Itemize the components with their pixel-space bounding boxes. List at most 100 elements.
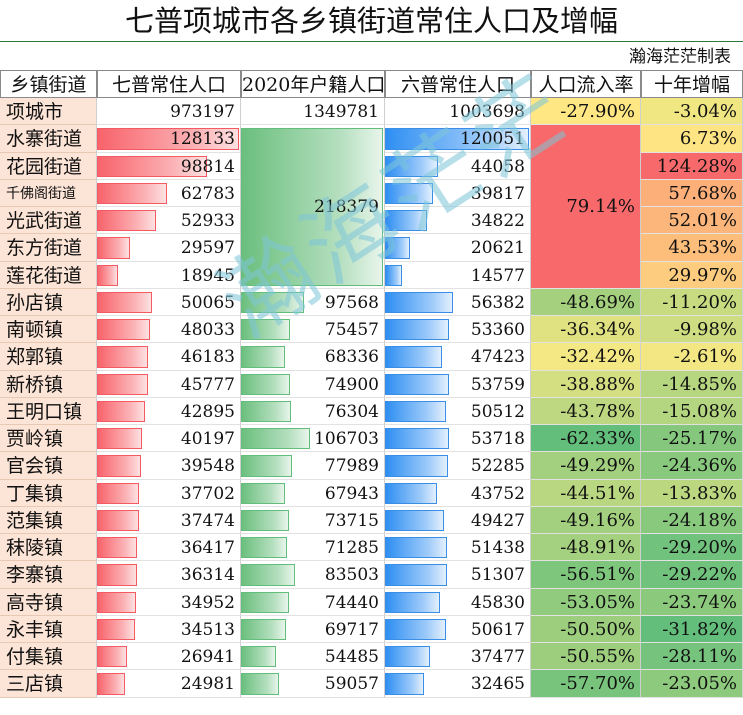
inflow-cell: -48.69% (531, 288, 641, 316)
census7-bar (97, 428, 142, 450)
registered-cell: 67943 (241, 479, 385, 507)
census6-cell: 45830 (385, 588, 531, 616)
inflow-cell: -50.50% (531, 615, 641, 643)
row-name: 千佛阁街道 (0, 179, 97, 207)
census7-cell: 26941 (97, 643, 241, 671)
row-name: 东方街道 (0, 234, 97, 262)
registered-value: 74900 (324, 374, 379, 395)
census6-value: 32465 (470, 674, 525, 695)
census7-value: 29597 (180, 238, 235, 259)
census7-bar (97, 618, 136, 640)
census7-value: 37474 (180, 510, 235, 531)
census7-cell: 48033 (97, 316, 241, 344)
registered-cell: 75457 (241, 316, 385, 344)
row-name: 郑郭镇 (0, 343, 97, 371)
registered-value: 68336 (324, 347, 379, 368)
census6-value: 39817 (470, 183, 525, 204)
growth-cell: -24.36% (641, 452, 743, 480)
row-name: 永丰镇 (0, 615, 97, 643)
registered-value: 71285 (324, 538, 379, 558)
registered-cell: 74900 (241, 370, 385, 398)
registered-cell: 71285 (241, 534, 385, 562)
census6-value: 53759 (470, 374, 525, 395)
registered-bar (241, 482, 286, 504)
census7-value: 48033 (180, 320, 235, 340)
column-header-3: 2020年户籍人口 (241, 70, 385, 98)
census6-bar (385, 182, 433, 204)
census6-value: 52285 (470, 456, 525, 477)
census6-value: 14577 (470, 265, 525, 286)
table-subtitle: 瀚海茫茫制表 (629, 47, 731, 67)
registered-value: 97568 (324, 292, 379, 313)
growth-cell: 43.53% (641, 234, 743, 262)
row-name: 高寺镇 (0, 588, 97, 616)
census6-bar (385, 591, 440, 613)
population-table: 乡镇街道 七普常住人口 2020年户籍人口 六普常住人口 人口流入率 十年增幅 项城市 973… (0, 70, 743, 715)
census7-value: 26941 (180, 647, 235, 667)
census7-bar (97, 319, 151, 341)
census7-bar (97, 346, 149, 368)
registered-bar (241, 291, 305, 313)
census6-bar (385, 319, 449, 341)
registered-cell: 68336 (241, 343, 385, 371)
row-name: 贾岭镇 (0, 425, 97, 453)
census6-value: 120051 (460, 129, 525, 150)
census7-cell: 50065 (97, 288, 241, 316)
census6-value: 34822 (470, 211, 525, 231)
page-title: 七普项城市各乡镇街道常住人口及增幅 (124, 4, 618, 38)
growth-cell: -31.82% (641, 615, 743, 643)
census7-bar (97, 210, 156, 232)
census7-cell: 128133 (97, 125, 241, 153)
growth-cell: -2.61% (641, 343, 743, 371)
growth-cell: -9.98% (641, 316, 743, 344)
census7-value: 98814 (180, 156, 235, 177)
census6-value: 56382 (470, 292, 525, 313)
census7-cell: 62783 (97, 179, 241, 207)
growth-cell: -29.22% (641, 561, 743, 589)
registered-merged-cell: 218379 (241, 125, 385, 289)
column-header-2: 七普常住人口 (97, 70, 241, 98)
inflow-cell: -50.55% (531, 643, 641, 671)
registered-value: 73715 (324, 510, 379, 531)
column-header-6: 十年增幅 (641, 70, 743, 98)
census6-value: 47423 (470, 347, 525, 368)
census7-value: 36417 (180, 538, 235, 558)
census7-value: 40197 (180, 429, 235, 449)
census6-value: 50617 (470, 619, 525, 640)
registered-value: 59057 (324, 674, 379, 695)
registered-bar (241, 618, 287, 640)
census7-bar (97, 237, 130, 259)
registered-cell: 54485 (241, 643, 385, 671)
census7-bar (97, 128, 239, 150)
row-name: 付集镇 (0, 643, 97, 671)
census6-cell: 49427 (385, 506, 531, 534)
census7-value: 42895 (180, 401, 235, 422)
row-name: 秣陵镇 (0, 534, 97, 562)
census6-cell: 50512 (385, 397, 531, 425)
inflow-cell: -49.29% (531, 452, 641, 480)
census7-value: 34952 (180, 592, 235, 613)
census6-value: 51438 (470, 538, 525, 558)
registered-cell: 76304 (241, 397, 385, 425)
census6-cell: 47423 (385, 343, 531, 371)
census6-value: 50512 (470, 401, 525, 422)
registered-value: 67943 (324, 483, 379, 504)
registered-cell: 1349781 (241, 98, 385, 126)
row-name: 南顿镇 (0, 316, 97, 344)
census6-bar (385, 673, 424, 695)
census6-value: 53360 (470, 320, 525, 340)
inflow-cell: -53.05% (531, 588, 641, 616)
growth-cell: 57.68% (641, 179, 743, 207)
census6-cell: 120051 (385, 125, 531, 153)
row-name: 新桥镇 (0, 370, 97, 398)
inflow-cell: -27.90% (531, 98, 641, 126)
registered-value: 74440 (324, 592, 379, 613)
census6-cell: 53360 (385, 316, 531, 344)
census7-cell: 39548 (97, 452, 241, 480)
growth-cell: 29.97% (641, 261, 743, 289)
inflow-cell: -38.88% (531, 370, 641, 398)
inflow-cell: -57.70% (531, 670, 641, 698)
inflow-cell: -32.42% (531, 343, 641, 371)
inflow-cell: -62.33% (531, 425, 641, 453)
inflow-cell: -36.34% (531, 316, 641, 344)
